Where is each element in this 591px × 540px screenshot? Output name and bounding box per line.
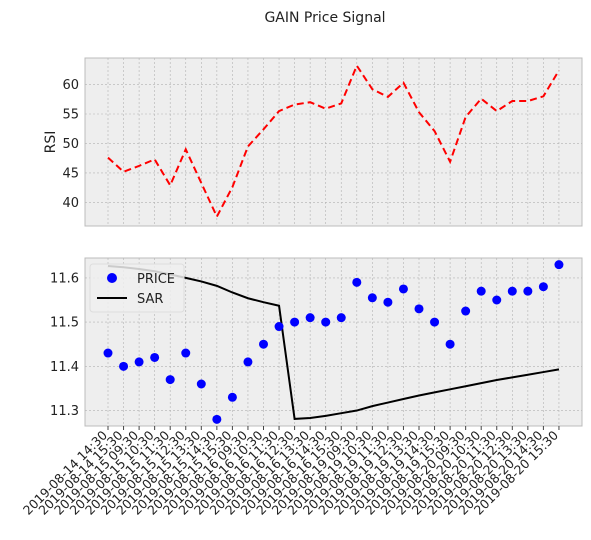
price-point: [274, 322, 284, 332]
price-point: [305, 313, 315, 323]
price-point: [492, 295, 502, 305]
price-y-ticks: 11.3 11.4 11.5 11.6: [50, 271, 79, 419]
rsi-y-tick-label: 60: [62, 78, 79, 93]
price-point: [383, 297, 393, 307]
price-y-tick-label: 11.3: [50, 404, 79, 419]
price-point: [367, 293, 377, 303]
price-point: [321, 317, 331, 327]
price-point: [398, 284, 408, 294]
price-point: [196, 379, 206, 389]
price-point: [290, 317, 300, 327]
rsi-y-tick-label: 40: [62, 196, 79, 211]
price-point: [259, 339, 268, 349]
price-point: [336, 313, 346, 323]
rsi-y-tick-label: 50: [62, 137, 79, 152]
price-y-tick-label: 11.6: [50, 271, 79, 286]
price-point: [150, 352, 160, 362]
price-point: [445, 339, 455, 349]
price-point: [476, 286, 486, 296]
price-point: [103, 348, 113, 358]
price-point: [212, 414, 222, 424]
price-y-tick-label: 11.4: [50, 360, 79, 375]
price-point: [430, 317, 440, 327]
legend: PRICE SAR: [89, 263, 185, 313]
price-point: [243, 357, 253, 367]
rsi-line: [107, 63, 560, 219]
rsi-y-axis-label: RSI: [43, 131, 59, 154]
price-point: [523, 286, 533, 296]
rsi-grid: [85, 58, 582, 226]
price-point: [554, 260, 564, 270]
rsi-series: [107, 63, 560, 219]
price-point: [181, 348, 191, 358]
rsi-panel: 40 45 50 55 60 RSI: [43, 57, 583, 227]
price-y-tick-label: 11.5: [50, 316, 79, 331]
price-point: [461, 306, 471, 316]
rsi-plot-area: [84, 57, 583, 227]
price-point: [119, 361, 129, 371]
rsi-y-ticks: 40 45 50 55 60: [62, 78, 79, 211]
price-point: [538, 282, 548, 292]
chart-title: GAIN Price Signal: [264, 10, 385, 26]
rsi-y-tick-label: 55: [62, 108, 79, 123]
price-point: [134, 357, 144, 367]
price-point: [165, 375, 175, 385]
price-panel: 11.3 11.4 11.5 11.6 2019-08-14 14:302019-08…: [20, 257, 583, 518]
legend-sar-label: SAR: [137, 292, 163, 307]
price-point: [507, 286, 517, 296]
rsi-y-tick-label: 45: [62, 166, 79, 181]
price-point: [352, 277, 362, 287]
price-point: [227, 392, 237, 402]
legend-price-marker: [107, 273, 117, 283]
price-point: [414, 304, 424, 314]
legend-price-label: PRICE: [137, 272, 175, 287]
